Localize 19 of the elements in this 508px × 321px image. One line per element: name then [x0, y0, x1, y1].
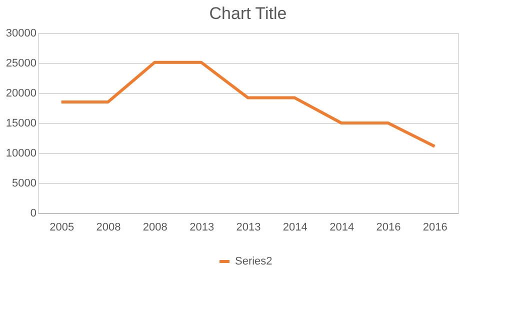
x-tick-label: 2014 [330, 222, 354, 234]
x-tick-label: 2013 [236, 222, 261, 234]
x-tick-label: 2016 [422, 222, 448, 234]
legend-label: Series2 [235, 256, 272, 268]
chart-title: Chart Title [209, 4, 287, 23]
x-tick-label: 2016 [376, 222, 401, 234]
y-tick-label: 25000 [6, 58, 36, 70]
y-tick-label: 10000 [6, 148, 36, 160]
y-tick-label: 5000 [12, 178, 36, 190]
x-tick-label: 2014 [282, 222, 308, 234]
y-tick-label: 30000 [6, 28, 36, 40]
x-tick-label: 2008 [142, 222, 168, 234]
y-tick-label: 15000 [6, 118, 36, 130]
line-series [60, 60, 436, 148]
y-tick-label: 0 [30, 208, 36, 220]
y-tick-label: 20000 [6, 88, 36, 100]
x-tick-label: 2005 [50, 222, 74, 234]
x-tick-label: 2013 [190, 222, 214, 234]
x-tick-label: 2008 [96, 222, 121, 234]
